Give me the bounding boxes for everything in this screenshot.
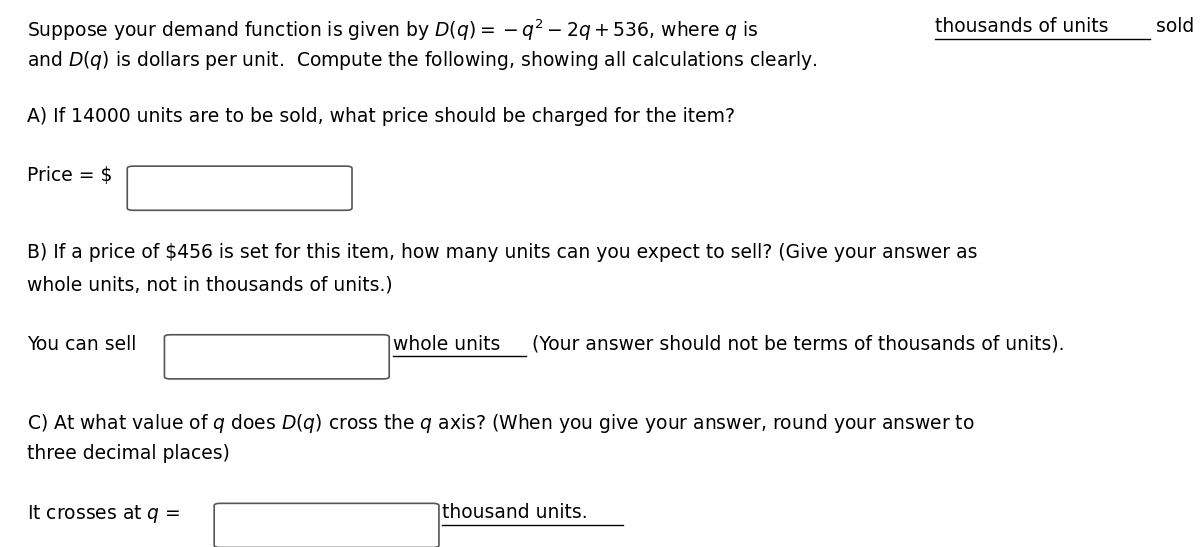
Text: Suppose your demand function is given by $D(q) = -q^2 - 2q + 536$, where $q$ is: Suppose your demand function is given by… (28, 18, 760, 43)
Text: Price = $: Price = $ (28, 166, 113, 185)
Text: whole units, not in thousands of units.): whole units, not in thousands of units.) (28, 275, 392, 294)
Text: whole units: whole units (392, 335, 500, 354)
Text: It crosses at $q$ =: It crosses at $q$ = (28, 503, 182, 525)
Text: B) If a price of $456 is set for this item, how many units can you expect to sel: B) If a price of $456 is set for this it… (28, 243, 978, 263)
Text: (Your answer should not be terms of thousands of units).: (Your answer should not be terms of thou… (526, 335, 1064, 354)
Text: thousand units.: thousand units. (443, 503, 588, 522)
Text: You can sell: You can sell (28, 335, 143, 354)
FancyBboxPatch shape (164, 335, 389, 379)
Text: A) If 14000 units are to be sold, what price should be charged for the item?: A) If 14000 units are to be sold, what p… (28, 107, 736, 126)
FancyBboxPatch shape (214, 503, 439, 547)
Text: three decimal places): three decimal places) (28, 444, 230, 463)
Text: and $D(q)$ is dollars per unit.  Compute the following, showing all calculations: and $D(q)$ is dollars per unit. Compute … (28, 49, 818, 72)
Text: sold: sold (1150, 18, 1194, 37)
Text: thousands of units: thousands of units (935, 18, 1109, 37)
Text: C) At what value of $q$ does $D(q)$ cross the $q$ axis? (When you give your answ: C) At what value of $q$ does $D(q)$ cros… (28, 412, 974, 435)
FancyBboxPatch shape (127, 166, 352, 210)
